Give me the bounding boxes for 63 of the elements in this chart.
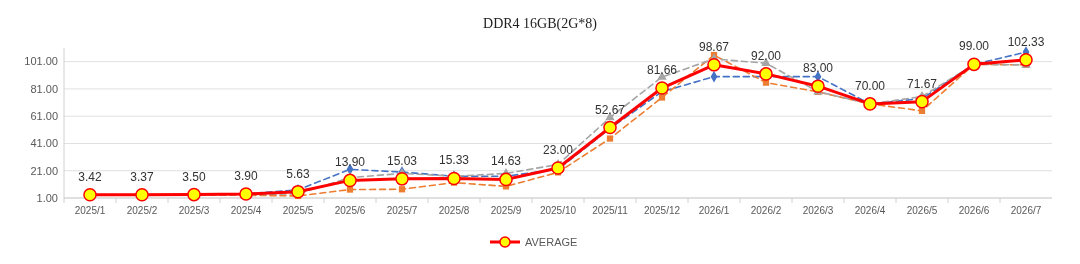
x-tick-label: 2025/2 [126,205,158,216]
data-label: 5.63 [286,166,310,181]
x-tick-label: 2025/12 [643,205,681,216]
x-tick-label: 2025/5 [282,205,314,216]
data-label: 3.37 [130,169,154,184]
data-label: 3.50 [182,169,206,184]
chart-title: DDR4 16GB(2G*8) [483,16,598,32]
x-tick-label: 2026/3 [802,205,834,216]
point [499,172,513,187]
x-tick-label: 2025/6 [334,205,366,216]
x-tick-label: 2025/8 [438,205,470,216]
x-tick-label: 2026/6 [958,205,990,216]
data-label: 3.90 [234,169,258,184]
point [707,58,721,72]
point [187,187,201,202]
data-label: 15.03 [386,153,418,168]
data-label: 52.67 [594,102,626,117]
y-tick-label: 81.00 [30,82,58,95]
point [811,79,825,93]
legend-label: AVERAGE [525,235,578,248]
x-tick-label: 2025/1 [74,205,106,216]
y-tick-label: 101.00 [24,55,58,68]
data-label: 3.42 [78,169,102,184]
x-tick-label: 2025/3 [178,205,210,216]
point [918,107,926,114]
x-tick-label: 2025/9 [490,205,522,216]
y-tick-label: 1.00 [36,191,58,204]
x-tick-label: 2026/7 [1010,205,1042,216]
point [343,173,357,188]
data-label: 102.33 [1007,34,1045,49]
point [346,186,354,193]
x-tick-label: 2026/4 [854,205,886,216]
data-label: 71.67 [906,76,938,91]
x-tick-label: 2025/7 [386,205,418,216]
point [655,81,669,95]
data-label: 13.90 [334,155,366,170]
point [395,172,409,186]
data-label: 23.00 [542,143,574,157]
point [606,135,614,142]
point [135,187,149,202]
point [658,94,666,101]
data-label: 15.33 [438,153,470,168]
x-tick-label: 2025/10 [539,205,577,216]
point [398,186,406,193]
data-label: 70.00 [854,78,886,93]
x-tick-label: 2026/2 [750,205,782,216]
data-label: 92.00 [750,48,782,63]
point [447,171,461,186]
point [1019,53,1033,67]
y-tick-label: 41.00 [30,137,58,150]
y-tick-label: 21.00 [30,164,58,177]
point [915,94,929,109]
data-label: 81.66 [646,63,678,78]
point [83,187,97,202]
x-tick-label: 2025/11 [592,205,629,216]
x-tick-label: 2025/4 [230,205,262,216]
data-label: 83.00 [802,61,834,76]
x-tick-label: 2026/5 [906,205,938,216]
data-label: 99.00 [958,39,990,54]
data-label: 98.67 [698,39,730,54]
data-label: 14.63 [490,154,522,169]
y-tick-label: 61.00 [30,110,58,123]
x-tick-label: 2026/1 [698,205,730,216]
